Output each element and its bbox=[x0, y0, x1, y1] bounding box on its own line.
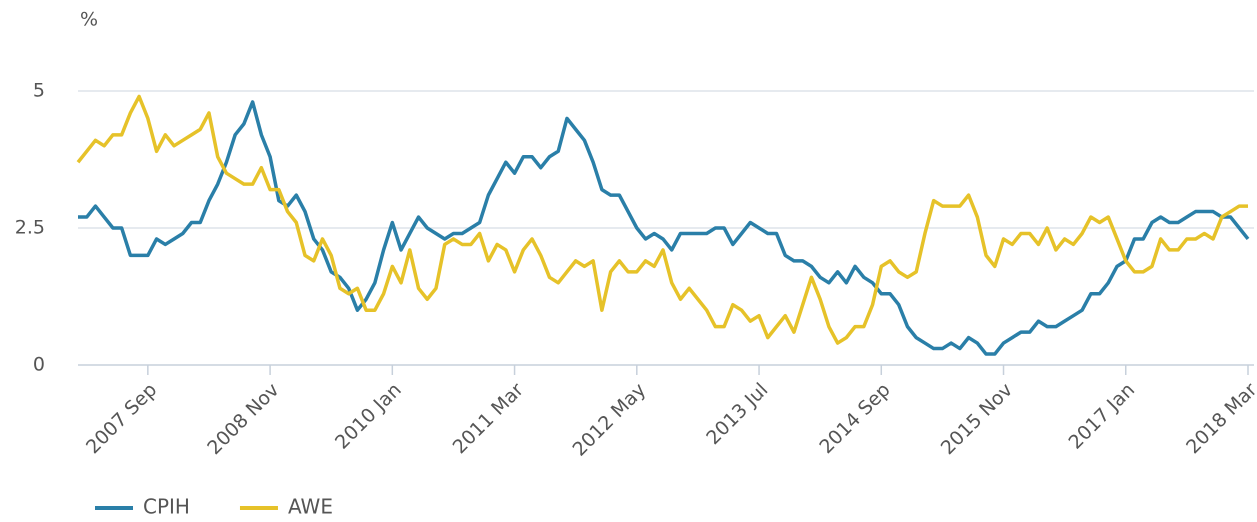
series-line bbox=[78, 100, 1250, 356]
x-tick-label: 2007 Sep bbox=[82, 379, 161, 458]
x-tick-label: 2008 Nov bbox=[203, 379, 283, 459]
y-tick-label: 5 bbox=[33, 80, 45, 102]
legend-label: AWE bbox=[288, 495, 333, 519]
x-tick-label: 2011 Mar bbox=[449, 379, 528, 458]
x-tick-label: 2012 May bbox=[568, 379, 650, 461]
y-axis-label: % bbox=[80, 9, 98, 31]
x-tick-label: 2017 Jan bbox=[1064, 379, 1139, 454]
x-tick-label: 2014 Sep bbox=[815, 379, 894, 458]
x-tick-label: 2018 Mar bbox=[1182, 379, 1257, 458]
y-tick-label: 0 bbox=[33, 354, 45, 376]
legend-label: CPIH bbox=[143, 495, 190, 519]
x-tick-label: 2010 Jan bbox=[331, 379, 406, 454]
series-line bbox=[76, 94, 1248, 345]
x-tick-label: 2015 Nov bbox=[937, 379, 1017, 459]
y-tick-label: 2.5 bbox=[15, 217, 45, 239]
x-tick-label: 2013 Jul bbox=[702, 379, 772, 449]
